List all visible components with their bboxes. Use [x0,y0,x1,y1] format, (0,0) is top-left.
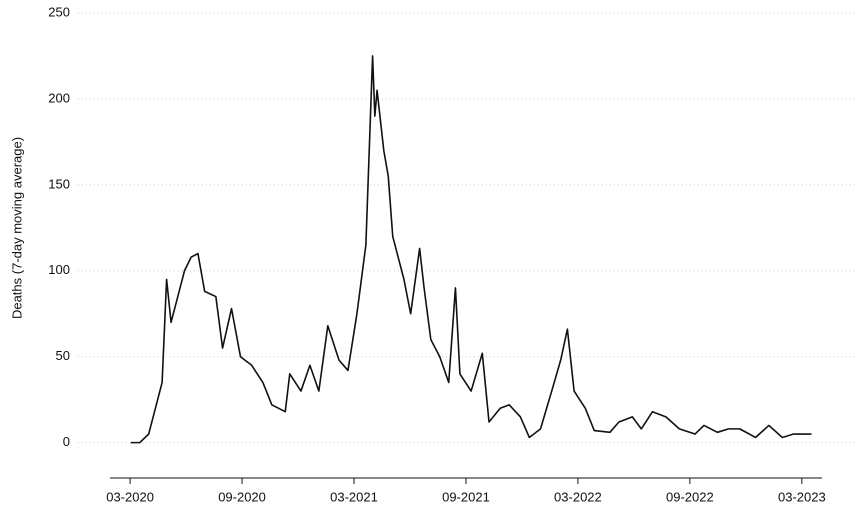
y-tick-label: 200 [48,90,70,105]
y-tick-label: 250 [48,4,70,19]
x-tick-label: 03-2021 [330,489,378,504]
y-tick-label: 50 [56,348,70,363]
x-tick-label: 09-2020 [218,489,266,504]
y-axis-label: Deaths (7-day moving average) [9,137,24,319]
x-tick-label: 09-2021 [442,489,490,504]
x-tick-label: 03-2022 [554,489,602,504]
data-line [130,55,812,444]
x-tick-label: 09-2022 [666,489,714,504]
x-tick-label: 03-2020 [106,489,154,504]
y-tick-label: 150 [48,176,70,191]
y-tick-label: 100 [48,262,70,277]
y-tick-label: 0 [63,434,70,449]
x-tick-label: 03-2023 [778,489,826,504]
